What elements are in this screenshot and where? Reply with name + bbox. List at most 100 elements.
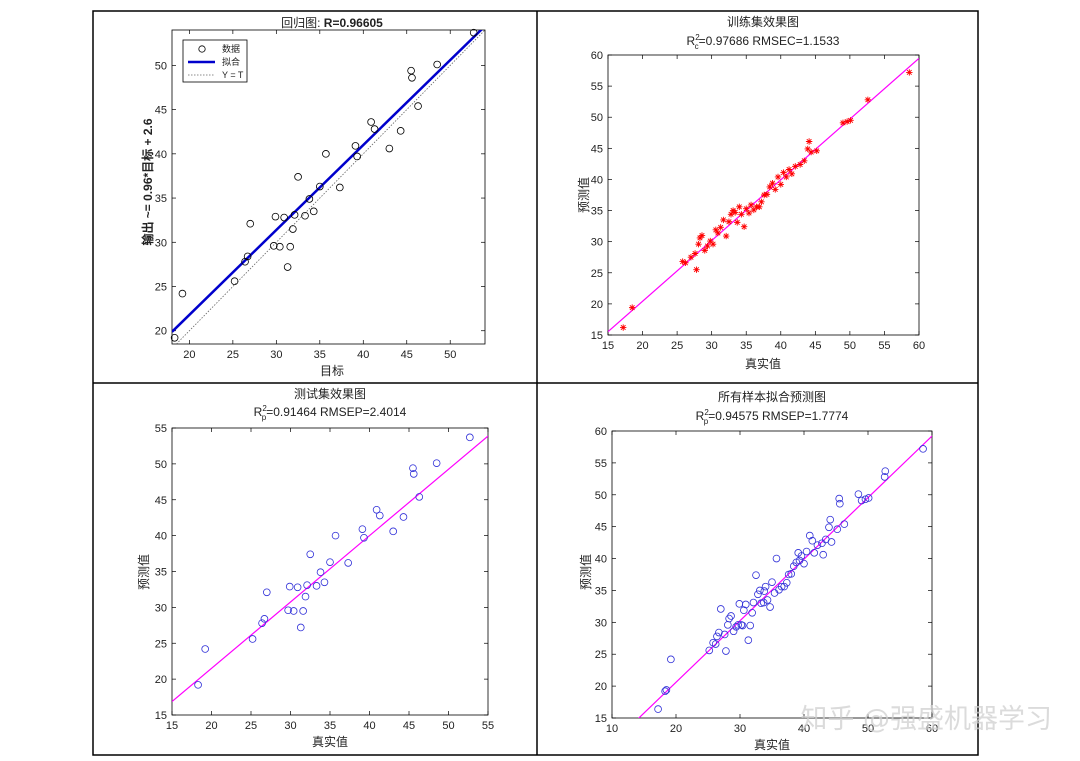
x-tick-label: 20: [205, 720, 217, 732]
y-tick-label: 40: [155, 149, 167, 161]
panel-title: 训练集效果图: [727, 14, 799, 29]
data-point: [360, 533, 368, 542]
data-point: [687, 254, 695, 261]
x-tick-label: 45: [809, 340, 821, 352]
data-point: [316, 182, 324, 191]
x-axis-label: 真实值: [754, 737, 790, 752]
data-point: [744, 636, 753, 644]
data-point: [399, 513, 408, 521]
data-point: [796, 161, 804, 168]
y-tick-label: 25: [595, 649, 607, 661]
plot-area: [611, 430, 933, 719]
data-point: [906, 69, 913, 76]
y-axis-label: 预测值: [136, 554, 151, 590]
data-point: [827, 538, 836, 546]
y-axis-label: 预测值: [576, 177, 591, 213]
data-point: [351, 142, 360, 150]
data-point: [760, 587, 769, 595]
data-point: [738, 211, 745, 218]
data-point: [919, 445, 927, 453]
data-point: [336, 183, 344, 192]
data-point: [727, 612, 735, 620]
data-point: [293, 583, 302, 592]
data-point: [720, 630, 729, 639]
data-point: [746, 621, 755, 630]
data-point: [415, 493, 424, 501]
data-point: [729, 627, 738, 636]
data-point: [813, 147, 820, 155]
data-point: [299, 607, 307, 615]
x-tick-label: 50: [862, 723, 874, 735]
data-point: [243, 252, 252, 261]
y-tick-label: 20: [155, 326, 167, 338]
y-tick-label: 45: [155, 105, 167, 117]
x-axis-label: 真实值: [745, 356, 781, 371]
data-point: [727, 211, 735, 218]
plot-area: [171, 427, 489, 716]
y-tick-label: 45: [595, 522, 607, 534]
panel-title: 所有样本拟合预测图: [718, 389, 826, 404]
y-tick-label: 35: [591, 206, 603, 218]
data-point: [309, 207, 318, 216]
y-tick-label: 35: [595, 585, 607, 597]
data-point: [370, 125, 379, 133]
data-point: [768, 578, 776, 586]
data-point: [750, 206, 758, 214]
data-point: [296, 623, 305, 632]
y-tick-label: 30: [155, 237, 167, 249]
x-tick-label: 20: [636, 340, 648, 352]
data-point: [857, 496, 866, 505]
data-point: [372, 505, 381, 514]
data-point: [715, 628, 723, 637]
data-point: [759, 598, 768, 607]
y-axis-label: 输出 ~= 0.96*目标 + 2.6: [140, 118, 155, 245]
data-point: [194, 681, 202, 689]
marker-layer: [194, 433, 474, 689]
data-point: [367, 118, 375, 126]
all-samples-panel: 所有样本拟合预测图 R2 p=0.94575 RMSEP=1.7774 真实值 预…: [578, 389, 938, 752]
data-point: [861, 495, 870, 504]
data-point: [711, 640, 720, 648]
regression-panel: 回归图: R=0.96605 目标 输出 ~= 0.96*目标 + 2.6 数据…: [140, 16, 486, 378]
x-tick-label: 15: [602, 340, 614, 352]
data-point: [409, 470, 418, 478]
data-point: [289, 225, 297, 233]
plot-area: [171, 29, 486, 345]
data-point: [396, 127, 405, 135]
data-point: [290, 211, 299, 219]
data-point: [301, 592, 310, 601]
data-point: [725, 218, 733, 225]
y-tick-label: 15: [155, 710, 167, 722]
data-point: [789, 562, 798, 571]
plot-area: [607, 54, 920, 336]
data-point: [695, 240, 702, 248]
data-point: [385, 144, 394, 153]
marker-layer: [170, 28, 478, 342]
data-point: [358, 525, 367, 533]
data-point: [316, 568, 325, 577]
data-point: [667, 655, 675, 664]
data-point: [840, 520, 849, 528]
data-point: [749, 598, 758, 607]
x-tick-label: 45: [401, 349, 413, 361]
x-tick-label: 25: [245, 720, 257, 732]
data-point: [813, 541, 822, 549]
data-point: [731, 209, 739, 216]
panel-title: 测试集效果图: [294, 386, 366, 401]
data-point: [737, 621, 746, 629]
y-tick-label: 60: [595, 426, 607, 438]
data-point: [738, 621, 747, 630]
legend-entry-fit: 拟合: [222, 56, 240, 67]
data-point: [864, 96, 872, 103]
data-point: [654, 705, 662, 713]
data-point: [705, 646, 714, 655]
data-point: [843, 118, 851, 125]
data-point: [661, 687, 669, 696]
y-tick-label: 20: [595, 681, 607, 693]
y-tick-label: 40: [155, 531, 167, 543]
data-point: [766, 603, 774, 611]
data-point: [758, 198, 765, 206]
data-point: [756, 203, 763, 211]
y-tick-label: 60: [591, 50, 603, 62]
data-point: [322, 150, 330, 158]
